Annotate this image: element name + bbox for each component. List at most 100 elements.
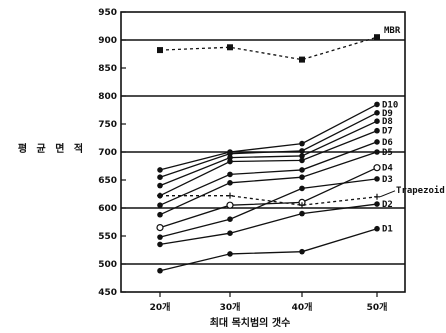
point-d10-0 [157,167,163,173]
point-d10-3 [374,101,380,108]
point-d1-2 [299,248,305,255]
series-line-mbr [159,36,378,61]
point-d1-3 [374,225,380,232]
point-d4-0 [156,224,164,232]
series-label-d5: D5 [382,148,393,158]
point-d1-0 [157,267,163,274]
series-label-d2: D2 [382,200,393,210]
y-tick-label-500: 500 [98,260,117,270]
series-line-d3 [159,178,378,238]
point-trapezoid-0 [157,192,163,199]
point-mbr-0 [157,47,163,54]
series-d3 [157,176,380,240]
series-label-d4: D4 [382,164,393,174]
series-d7 [157,127,380,199]
x-tick-label-3: 50개 [367,301,388,313]
y-tick-label-850: 850 [98,64,117,74]
point-trapezoid-2 [299,202,305,209]
point-d5-1 [227,180,233,186]
series-line-d10 [159,103,378,171]
point-d10-2 [299,140,305,147]
point-d9-3 [374,110,380,116]
point-mbr-1 [227,44,233,51]
series-label-d3: D3 [382,175,393,185]
y-tick-label-900: 900 [98,36,117,46]
series-label-trapezoid: Trapezoid [396,185,445,196]
series-d5 [157,149,380,218]
point-trapezoid-1 [227,192,233,199]
y-tick-label-650: 650 [98,176,117,186]
point-d1-1 [227,251,233,257]
series-line-d4 [159,167,378,229]
point-d7-1 [227,158,233,165]
series-d4 [156,164,381,232]
point-mbr-3 [374,34,380,41]
series-group [156,34,396,274]
point-d7-3 [374,127,380,134]
point-d7-2 [299,157,305,164]
point-d2-2 [299,210,305,217]
point-d4-3 [373,164,381,172]
point-d5-0 [157,211,163,218]
x-tick-label-0: 20개 [150,301,171,313]
series-line-d7 [159,130,378,197]
series-d8 [157,118,380,189]
series-d6 [157,139,380,208]
series-label-mbr: MBR [384,26,401,36]
point-d5-2 [299,174,305,180]
y-tick-label-450: 450 [98,288,117,298]
point-d8-1 [227,154,233,161]
x-tick-labels: 20개 30개 40개 50개 [150,301,388,313]
series-label-d9: D9 [382,109,393,119]
axes [120,11,406,297]
point-mbr-2 [299,56,305,63]
series-line-d1 [159,228,378,272]
series-line-trapezoid [160,195,378,206]
y-tick-label-750: 750 [98,120,117,130]
series-mbr [157,34,380,63]
point-d2-3 [374,201,380,207]
series-label-d6: D6 [382,138,393,148]
series-label-d10: D10 [382,100,398,110]
point-d3-3 [374,176,380,182]
point-d3-0 [157,234,163,240]
series-leader-trapezoid [379,190,396,198]
x-tick-label-2: 40개 [292,301,313,313]
series-line-d9 [159,112,378,178]
point-d9-0 [157,174,163,180]
y-tick-label-600: 600 [98,204,117,214]
y-axis-label: 평 균 면 적 [18,142,86,155]
point-d3-2 [299,185,305,192]
point-d2-1 [227,230,233,236]
series-line-d6 [159,141,378,206]
series-d2 [157,201,380,248]
series-line-d2 [159,203,378,246]
series-d9 [157,110,380,180]
series-trapezoid [157,190,396,209]
series-d1 [157,225,380,274]
point-trapezoid-3 [374,193,380,200]
series-label-d7: D7 [382,127,393,137]
y-tick-label-800: 800 [98,92,117,102]
point-d9-2 [299,148,305,154]
point-d6-3 [374,139,380,145]
point-d8-0 [157,182,163,189]
series-label-d1: D1 [382,225,393,235]
point-d4-1 [226,201,234,209]
y-tick-label-950: 950 [98,8,117,18]
point-d3-1 [227,216,233,222]
x-tick-label-1: 30개 [220,301,241,313]
y-tick-labels: 450 500 550 600 650 700 750 800 850 900 950 [98,8,117,298]
series-line-d8 [159,120,378,187]
point-d8-2 [299,153,305,159]
point-d5-3 [374,149,380,155]
x-axis-label: 최대 목치범의 갯수 [210,316,291,329]
point-d2-0 [157,241,163,248]
series-line-d5 [159,151,378,216]
y-tick-label-550: 550 [98,232,117,242]
point-d9-1 [227,150,233,157]
point-d6-1 [227,171,233,178]
point-d6-2 [299,167,305,173]
